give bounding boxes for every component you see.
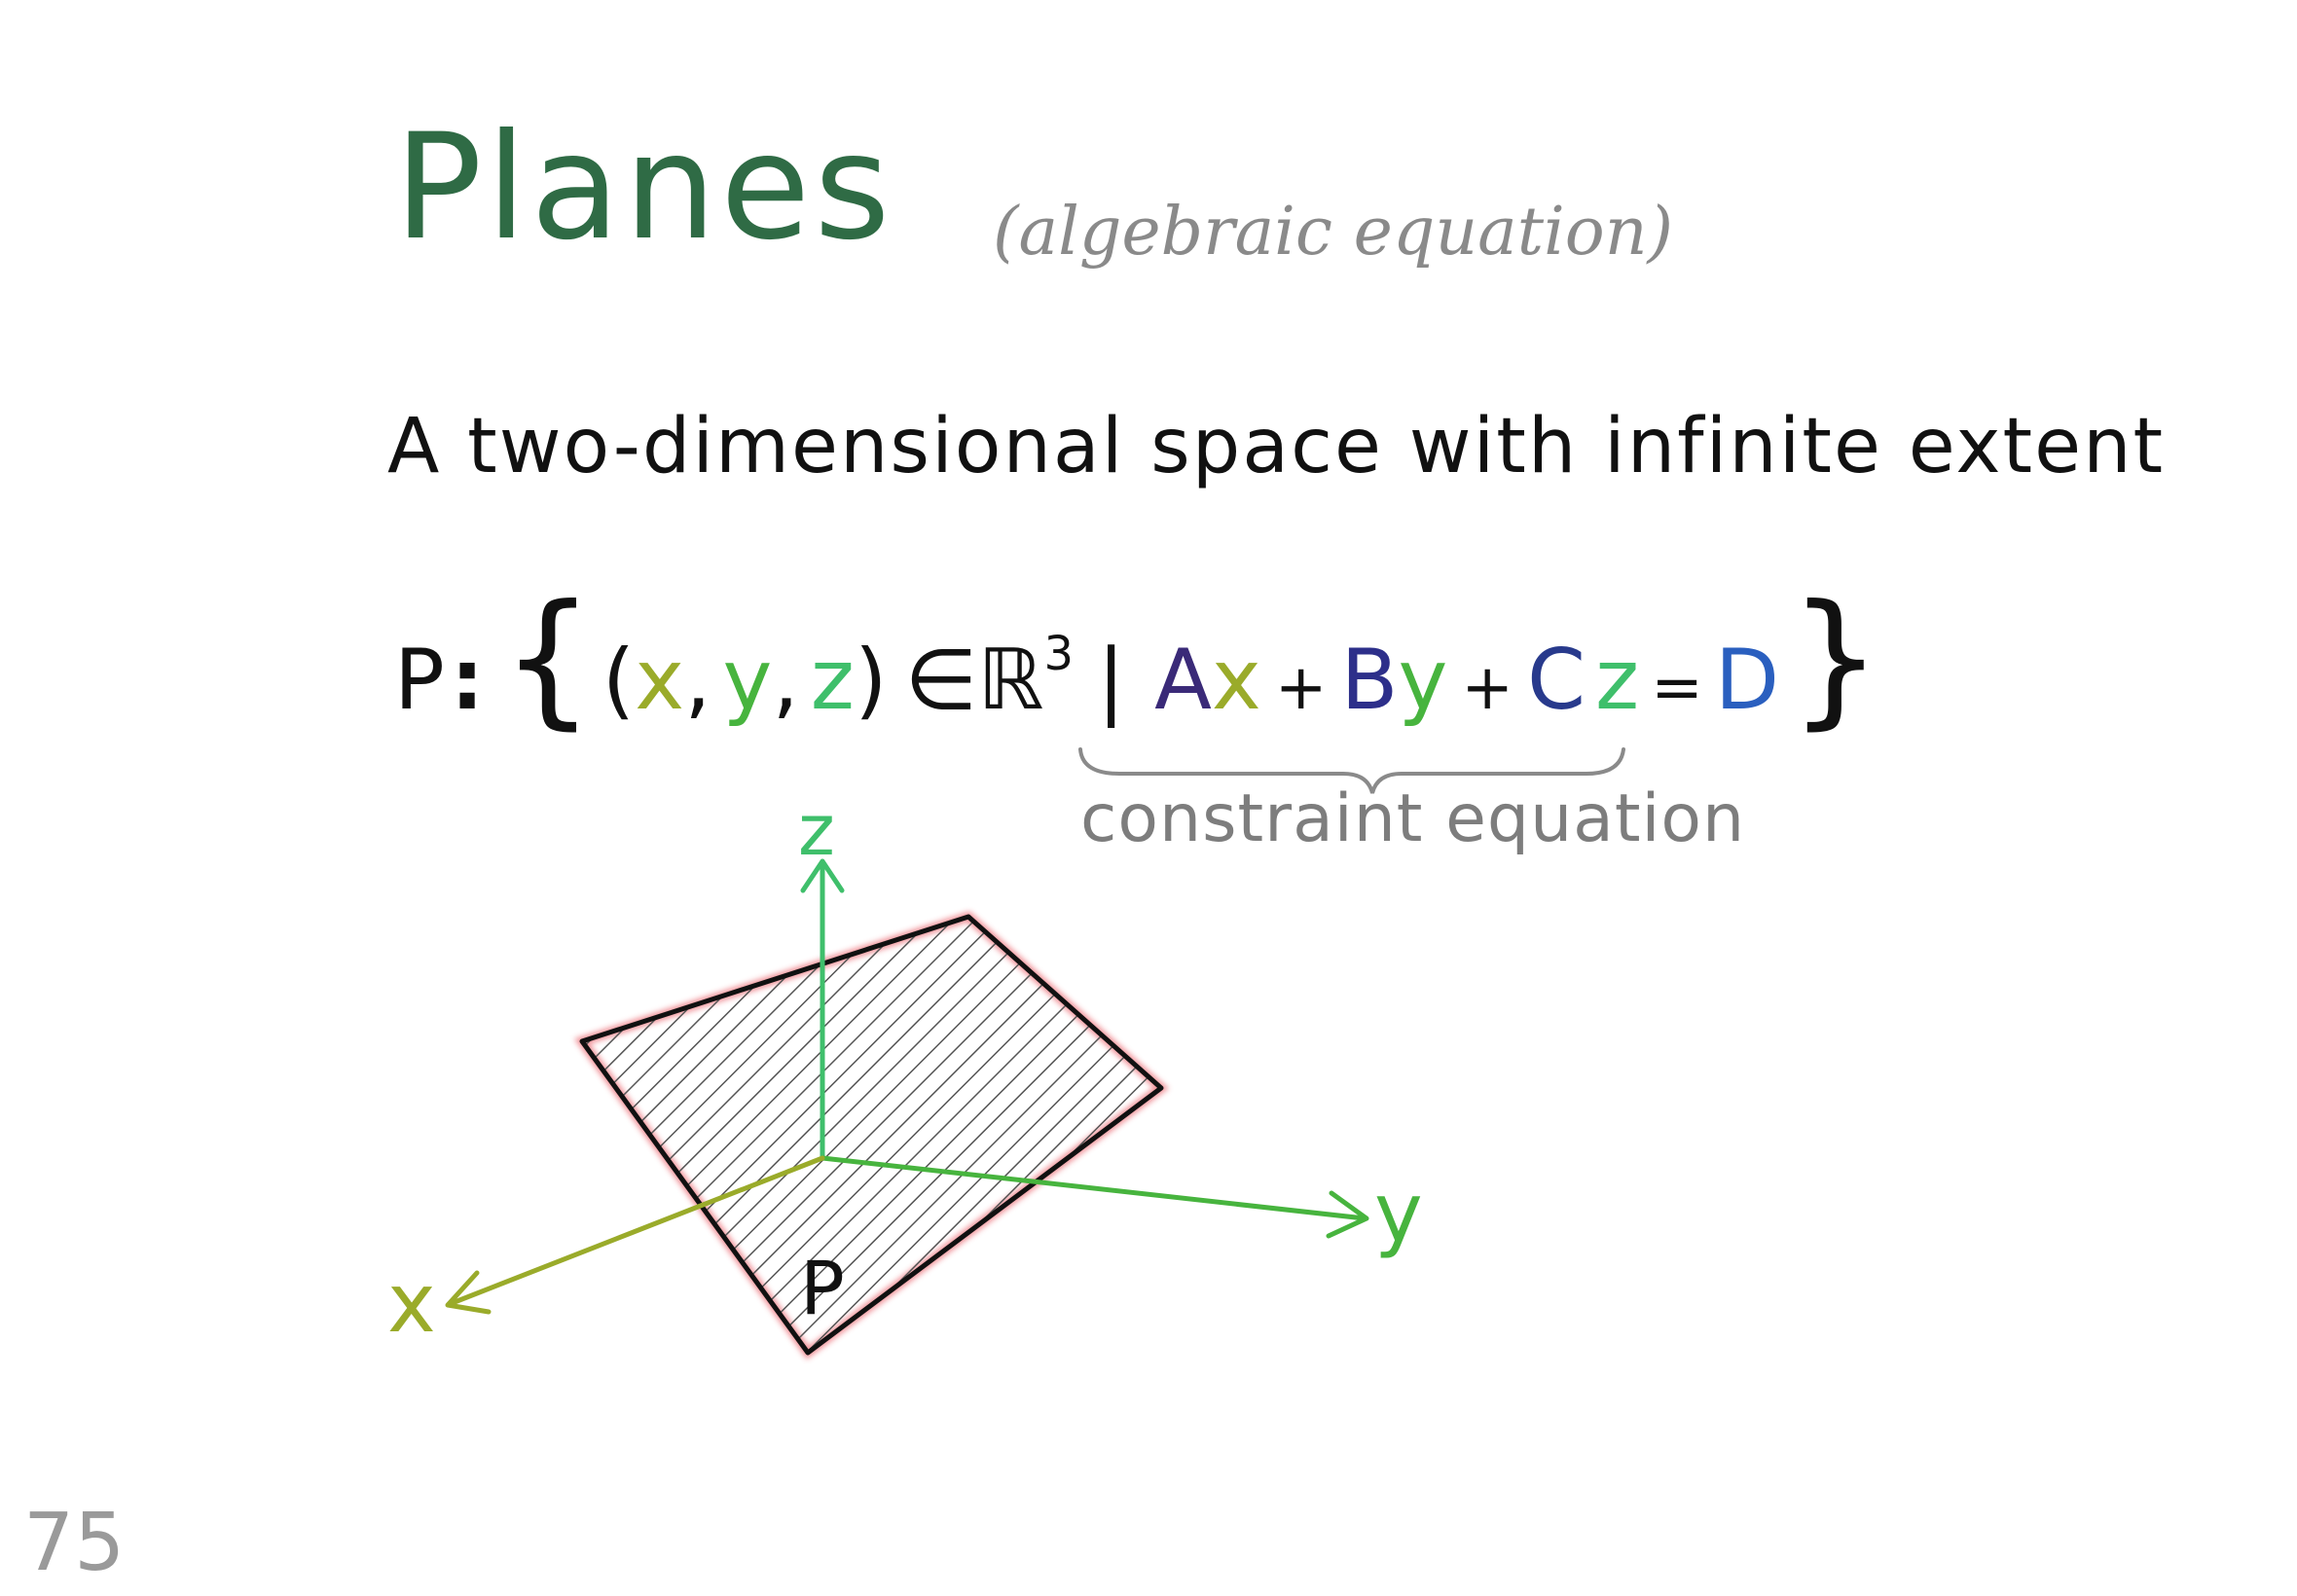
- open-brace: {: [501, 574, 595, 744]
- coef-D: D: [1714, 632, 1780, 729]
- plane-description: A two-dimensional space with infinite ex…: [387, 403, 2166, 490]
- term-y: y: [1398, 632, 1448, 729]
- var-z: z: [810, 632, 855, 729]
- x-axis-label: x: [387, 1255, 436, 1351]
- plus-1: +: [1274, 652, 1328, 724]
- comma-2: ,: [772, 632, 799, 729]
- such-that-bar: |: [1097, 632, 1126, 729]
- z-axis-label: z: [798, 789, 835, 871]
- y-axis: [820, 1155, 1367, 1221]
- x-axis: [447, 1155, 825, 1307]
- term-x: x: [1211, 632, 1261, 729]
- term-z: z: [1595, 632, 1640, 729]
- plane-label: P: [800, 1245, 845, 1331]
- power-three: 3: [1043, 627, 1075, 681]
- var-x: x: [635, 632, 685, 729]
- colon: :: [450, 632, 485, 729]
- plane-surface: [579, 914, 1164, 1356]
- close-brace: }: [1789, 574, 1882, 744]
- tuple-open-paren: (: [602, 632, 636, 729]
- z-axis-arrowhead: [800, 858, 845, 893]
- constraint-underbrace: [1078, 747, 1625, 794]
- coef-A: A: [1154, 632, 1212, 729]
- tuple-close-paren: ): [854, 632, 888, 729]
- coef-C: C: [1526, 632, 1586, 729]
- member-symbol: ∈: [904, 632, 978, 729]
- y-axis-label: y: [1374, 1165, 1423, 1260]
- slide-subtitle: (algebraic equation): [993, 194, 1674, 271]
- equals-sign: =: [1651, 652, 1703, 724]
- coef-B: B: [1340, 632, 1399, 729]
- slide-title: Planes: [394, 103, 894, 272]
- y-axis-arrowhead: [1326, 1190, 1369, 1239]
- plus-2: +: [1461, 652, 1513, 724]
- page-number: 75: [23, 1497, 126, 1589]
- plane-name: P: [394, 632, 445, 729]
- constraint-equation-label: constraint equation: [1080, 780, 1746, 857]
- reals-symbol: ℝ: [977, 632, 1044, 729]
- x-axis-arrowhead: [445, 1270, 492, 1315]
- comma-1: ,: [684, 632, 711, 729]
- plane-set-equation: P : { ( x , y , z ) ∈ ℝ 3 | A x + B y + …: [394, 574, 1882, 744]
- var-y: y: [722, 632, 773, 729]
